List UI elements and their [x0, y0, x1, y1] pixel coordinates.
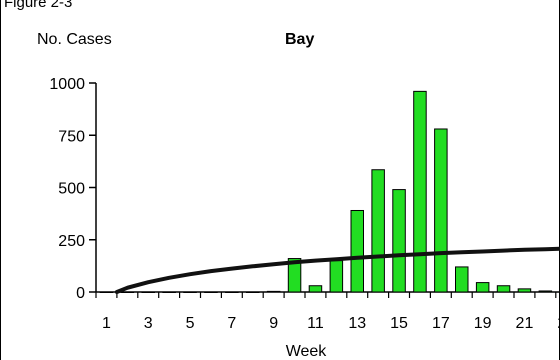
x-tick-label: 19 — [474, 315, 492, 332]
bar-week-20 — [496, 285, 511, 293]
x-tick-label: 11 — [307, 315, 324, 332]
bar-week-4 — [162, 291, 176, 293]
bar-week-21 — [517, 288, 532, 293]
x-tick-label: 17 — [432, 315, 450, 332]
x-tick-label: 23 — [557, 315, 560, 332]
bar-week-3 — [141, 291, 155, 293]
bar-week-9 — [266, 290, 281, 293]
y-tick-label: 1000 — [49, 76, 85, 93]
figure-label: Figure 2-3 — [4, 0, 72, 11]
chart-title: Bay — [285, 31, 314, 48]
bar-week-10 — [287, 258, 302, 293]
bar-week-13 — [350, 209, 364, 293]
x-tick-label: 21 — [516, 315, 534, 332]
bar-week-19 — [475, 282, 490, 293]
y-tick-label: 750 — [58, 128, 85, 145]
bar-week-18 — [455, 266, 469, 293]
bar-week-1 — [99, 291, 114, 293]
x-tick-label: 5 — [186, 315, 195, 332]
x-tick-label: 15 — [390, 315, 408, 332]
x-tick-label: 9 — [269, 315, 278, 332]
x-tick-label: 1 — [102, 315, 111, 332]
y-tick-label: 250 — [58, 233, 85, 250]
bar-week-17 — [434, 128, 448, 293]
bar-week-14 — [371, 169, 385, 293]
bar-week-16 — [413, 90, 427, 293]
x-tick-label: 13 — [348, 315, 366, 332]
plot-area: 02505007501000135791113151719212325 — [49, 76, 560, 332]
bar-week-22 — [538, 290, 553, 293]
threshold-curve — [114, 246, 560, 294]
bar-week-7 — [225, 291, 239, 293]
y-tick-label: 500 — [58, 181, 85, 198]
x-tick-label: 7 — [227, 315, 236, 332]
x-axis-label: Week — [286, 343, 328, 360]
y-axis-label: No. Cases — [37, 31, 112, 48]
y-tick-label: 0 — [76, 285, 85, 302]
bar-week-11 — [308, 285, 323, 293]
x-tick-label: 3 — [144, 315, 153, 332]
bar-week-6 — [204, 291, 218, 293]
bar-week-15 — [392, 189, 406, 293]
bar-week-2 — [120, 291, 135, 293]
bar-week-5 — [183, 291, 197, 293]
bar-week-8 — [246, 291, 260, 293]
bar-week-12 — [329, 260, 344, 293]
